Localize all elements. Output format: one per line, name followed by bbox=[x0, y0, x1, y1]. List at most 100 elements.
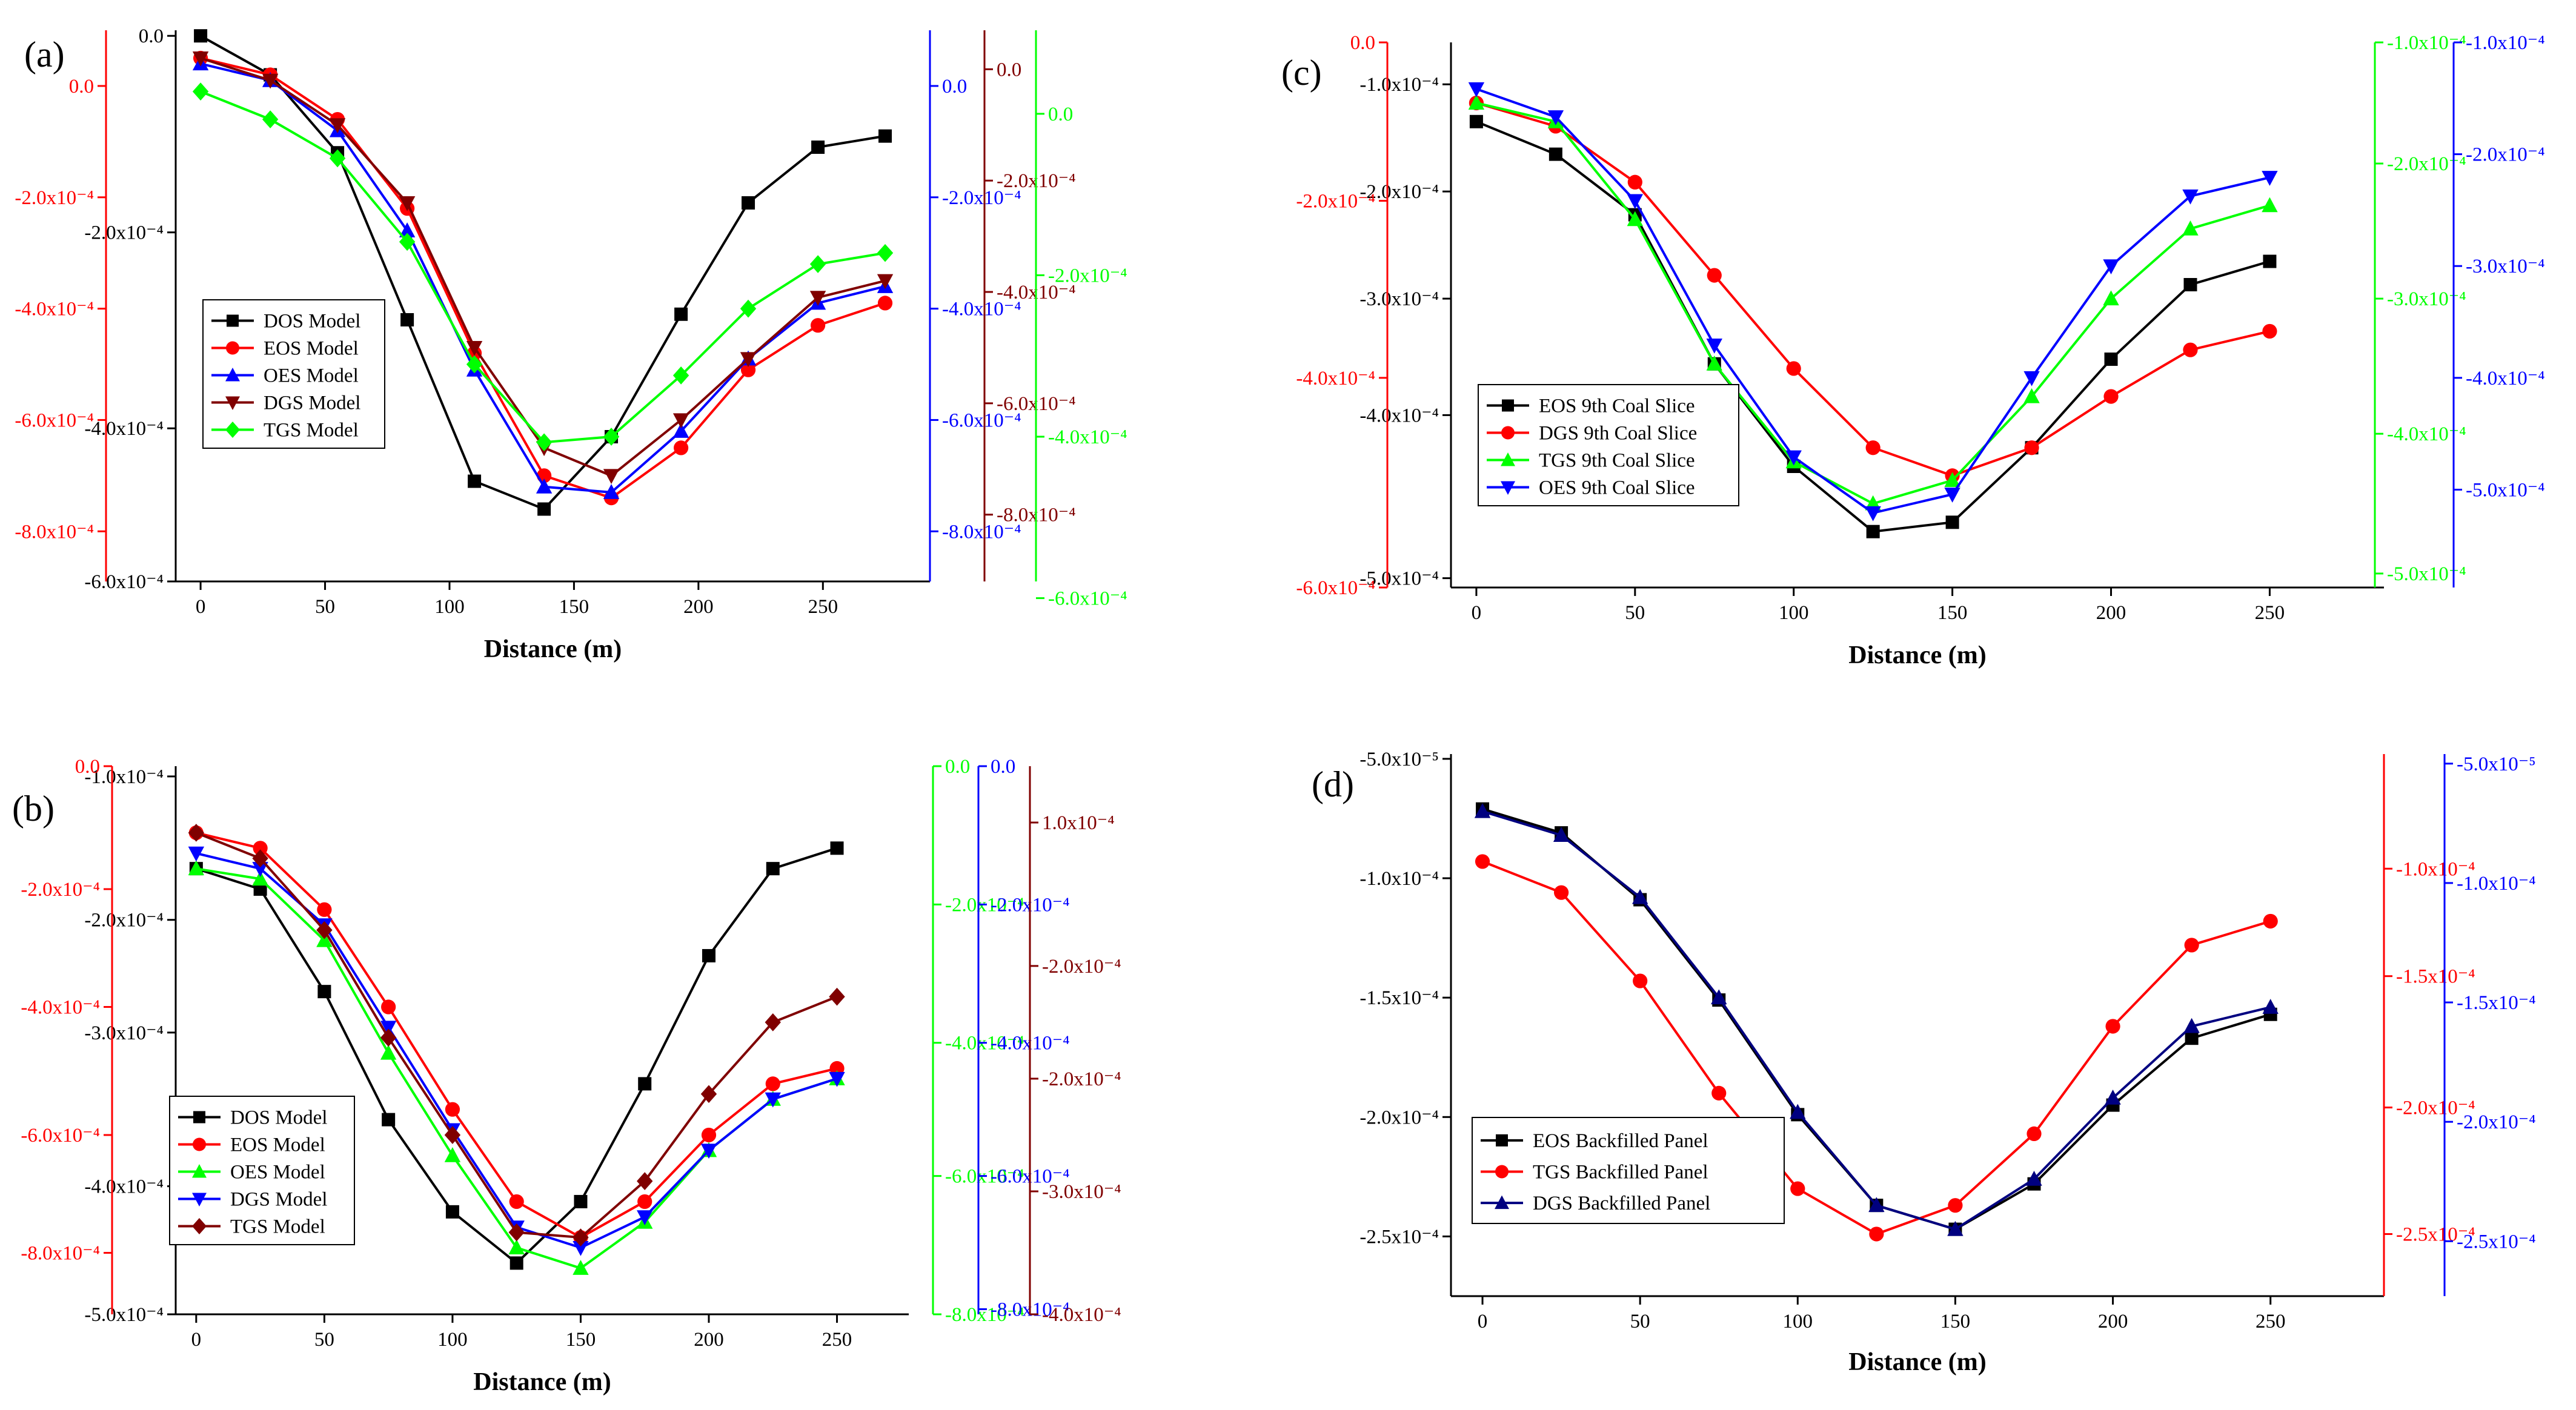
x-tick-label: 100 bbox=[434, 596, 465, 618]
y-tick-label: -6.0x10⁻⁴ bbox=[21, 1125, 100, 1147]
data-point bbox=[1711, 1085, 1727, 1101]
legend-label: TGS 9th Coal Slice bbox=[1539, 450, 1695, 472]
data-point bbox=[537, 502, 551, 516]
legend-marker bbox=[1501, 452, 1515, 466]
y-tick-label: -4.0x10⁻⁴ bbox=[1042, 1304, 1121, 1326]
y-tick-label: -4.0x10⁻⁴ bbox=[21, 997, 100, 1019]
legend-label: DGS Model bbox=[230, 1189, 327, 1211]
y-tick-label: -2.0x10⁻⁴ bbox=[1048, 265, 1127, 286]
data-point bbox=[382, 1113, 396, 1127]
y-tick-label: 0.0 bbox=[945, 756, 970, 778]
data-point bbox=[316, 932, 333, 947]
legend-box bbox=[1472, 1117, 1785, 1224]
y-tick-label: -3.0x10⁻⁴ bbox=[84, 1022, 164, 1044]
y-tick-label: 0.0 bbox=[942, 76, 967, 98]
legend-label: OES Model bbox=[264, 365, 359, 387]
data-point bbox=[2103, 290, 2119, 306]
data-point bbox=[399, 196, 416, 211]
y-tick-label: -2.5x10⁻⁴ bbox=[1359, 1226, 1439, 1248]
data-point bbox=[400, 313, 414, 326]
data-point bbox=[603, 428, 620, 446]
y-tick-label: -8.0x10⁻⁴ bbox=[21, 1243, 100, 1265]
data-point bbox=[1469, 114, 1483, 128]
data-point bbox=[2262, 197, 2278, 213]
data-point bbox=[445, 1102, 460, 1117]
data-point bbox=[1948, 1198, 1963, 1213]
legend-marker bbox=[225, 396, 240, 410]
legend-label: OES Model bbox=[230, 1162, 325, 1183]
data-point bbox=[1706, 339, 1722, 354]
data-point bbox=[2262, 999, 2279, 1014]
y-tick-label: 1.0x10⁻⁴ bbox=[1042, 812, 1115, 834]
data-point bbox=[192, 82, 209, 101]
x-tick-label: 50 bbox=[314, 1329, 334, 1351]
y-tick-label: -2.0x10⁻⁴ bbox=[1296, 191, 1375, 213]
y-tick-label: -2.0x10⁻⁴ bbox=[2396, 1097, 2475, 1119]
data-point bbox=[700, 1144, 717, 1159]
y-tick-label: -5.0x10⁻⁵ bbox=[1359, 749, 1439, 770]
legend-label: EOS Backfilled Panel bbox=[1533, 1130, 1708, 1152]
x-tick-label: 0 bbox=[191, 1329, 202, 1351]
y-tick-label: -1.0x10⁻⁴ bbox=[2457, 873, 2536, 895]
series bbox=[1475, 854, 2278, 1242]
y-tick-label: -1.0x10⁻⁴ bbox=[2396, 858, 2475, 880]
data-point bbox=[674, 440, 689, 455]
data-point bbox=[1547, 110, 1564, 125]
data-point bbox=[1944, 472, 1960, 488]
series bbox=[1474, 803, 2279, 1236]
legend-label: TGS Model bbox=[264, 420, 359, 442]
data-point bbox=[672, 423, 689, 438]
data-point bbox=[1468, 94, 1485, 110]
legend-marker bbox=[193, 1137, 206, 1151]
y-tick-label: 0.0 bbox=[75, 756, 100, 778]
data-point bbox=[2182, 220, 2199, 236]
x-tick-label: 0 bbox=[196, 596, 206, 618]
data-point bbox=[252, 870, 268, 886]
data-point bbox=[740, 299, 757, 318]
data-point bbox=[2103, 389, 2119, 404]
data-point bbox=[2262, 171, 2278, 186]
data-point bbox=[2183, 342, 2198, 357]
data-point bbox=[1868, 1197, 1885, 1213]
data-point bbox=[740, 352, 757, 368]
chart-panel: (b) 0 50 100 150 200 250 Distance (m) -1.0x10⁻⁴ -… bbox=[12, 756, 1121, 1396]
chart-panel: (c) 0 50 100 150 200 250 Distance (m) -1.0x10⁻⁴ -… bbox=[1281, 32, 2545, 669]
x-tick-label: 200 bbox=[2096, 602, 2126, 624]
data-point bbox=[188, 846, 205, 862]
data-point bbox=[740, 362, 756, 377]
data-point bbox=[2023, 371, 2040, 386]
data-point bbox=[2183, 1018, 2200, 1033]
data-point bbox=[252, 862, 268, 877]
data-point bbox=[1627, 174, 1642, 190]
data-point bbox=[2105, 1019, 2120, 1034]
data-point bbox=[573, 1228, 589, 1246]
legend-marker bbox=[1501, 481, 1515, 495]
x-axis-title: Distance (m) bbox=[1848, 1348, 1986, 1376]
x-axis-title: Distance (m) bbox=[473, 1368, 611, 1396]
x-tick-label: 50 bbox=[1625, 602, 1645, 624]
y-tick-label: -2.5x10⁻⁴ bbox=[2396, 1223, 2475, 1245]
y-tick-label: -1.0x10⁻⁴ bbox=[84, 766, 164, 788]
legend-marker bbox=[192, 1193, 207, 1206]
data-point bbox=[188, 860, 205, 876]
data-point bbox=[1553, 885, 1569, 900]
y-tick-label: -8.0x10⁻⁴ bbox=[15, 521, 94, 543]
x-tick-label: 0 bbox=[1478, 1311, 1488, 1332]
data-point bbox=[637, 1172, 653, 1190]
data-point bbox=[811, 141, 825, 154]
data-point bbox=[1549, 147, 1562, 161]
data-point bbox=[192, 51, 209, 67]
y-tick-label: -4.0x10⁻⁴ bbox=[84, 1176, 164, 1198]
data-point bbox=[637, 1194, 652, 1210]
data-point bbox=[2026, 1171, 2042, 1186]
y-tick-label: -1.5x10⁻⁴ bbox=[2396, 966, 2475, 988]
data-point bbox=[508, 1223, 525, 1242]
data-point bbox=[381, 999, 396, 1014]
data-point bbox=[1786, 361, 1801, 376]
legend-marker bbox=[1501, 426, 1515, 440]
data-point bbox=[445, 1205, 459, 1219]
data-point bbox=[444, 1147, 461, 1162]
data-point bbox=[573, 1260, 589, 1275]
data-point bbox=[672, 366, 689, 385]
y-tick-label: -6.0x10⁻⁴ bbox=[1296, 577, 1375, 599]
